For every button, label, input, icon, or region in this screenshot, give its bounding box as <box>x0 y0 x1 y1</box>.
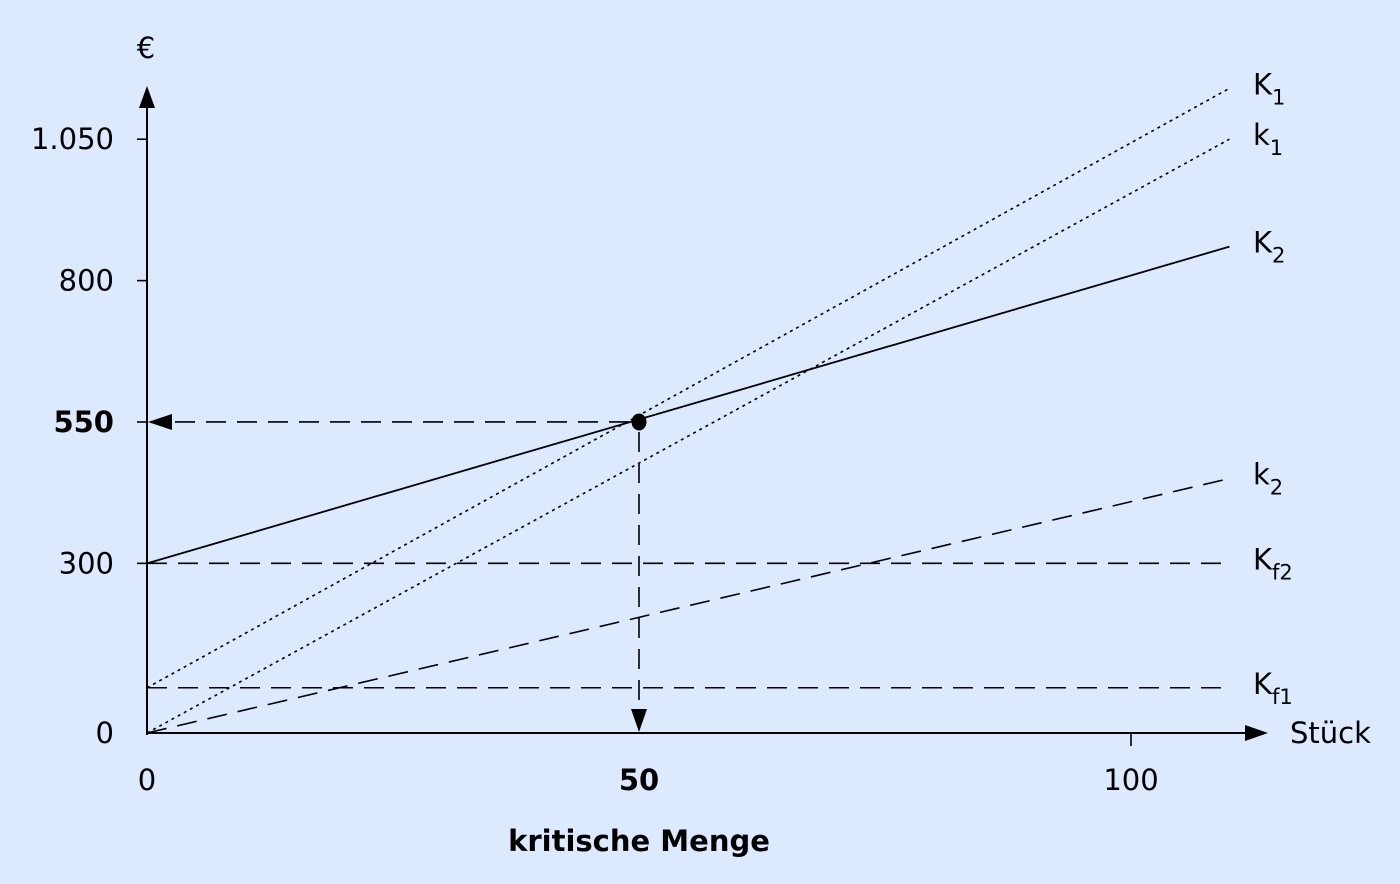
series-label-k-f2: Kf2 <box>1253 542 1293 584</box>
series-label-k-f1: Kf1 <box>1253 667 1293 709</box>
x-tick-label: 100 <box>1103 763 1158 797</box>
plot-lines <box>146 87 1230 734</box>
series-label-subscript: 2 <box>1272 244 1285 268</box>
x-tick-label: 50 <box>619 763 659 797</box>
axes <box>139 86 1268 741</box>
guide-horizontal-arrowhead <box>148 413 172 430</box>
series-label-k-2: k2 <box>1253 458 1283 500</box>
y-tick-label: 800 <box>59 264 114 298</box>
series-label-subscript: 2 <box>1270 476 1283 500</box>
series-label-subscript: f1 <box>1272 685 1293 709</box>
y-axis-label: € <box>137 31 155 65</box>
series-label-subscript: f2 <box>1272 560 1293 584</box>
guide-vertical-arrowhead <box>631 709 647 732</box>
y-tick-label: 0 <box>96 716 114 750</box>
y-tick-label: 300 <box>59 546 114 580</box>
series-label-k-2: K2 <box>1253 226 1285 268</box>
series-line-k-2 <box>146 245 1230 565</box>
y-axis-arrowhead <box>139 86 155 108</box>
series-labels: K1 k1 K2 k2 Kf2 Kf1 <box>1253 67 1293 708</box>
critical-quantity-label: kritische Menge <box>508 824 770 858</box>
intersection-point <box>631 413 647 431</box>
series-label-k-1: K1 <box>1253 67 1285 109</box>
x-axis-label: Stück <box>1290 716 1371 750</box>
series-label-k-1: k1 <box>1253 118 1283 160</box>
series-label-subscript: 1 <box>1272 85 1285 109</box>
x-tick-label: 0 <box>138 763 156 797</box>
ticks: 0 300 550 800 1.050 0 50 100 <box>31 122 1159 797</box>
series-line-k-1 <box>146 87 1230 689</box>
y-tick-label: 1.050 <box>31 122 114 156</box>
series-line-k-1 <box>146 138 1230 734</box>
y-tick-label: 550 <box>53 405 114 439</box>
series-label-subscript: 1 <box>1270 136 1283 160</box>
x-axis-arrowhead <box>1245 725 1268 741</box>
